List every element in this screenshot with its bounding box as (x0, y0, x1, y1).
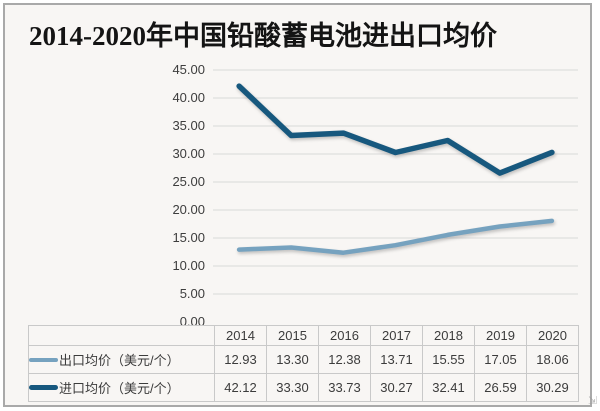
y-tick-label: 30.00 (172, 146, 205, 161)
y-tick-label: 40.00 (172, 90, 205, 105)
y-tick-label: 15.00 (172, 230, 205, 245)
year-header-cell: 2015 (266, 325, 319, 346)
export-value-cell: 12.93 (214, 345, 267, 374)
import-value-cell: 33.73 (318, 373, 371, 402)
export-line-icon (29, 357, 58, 362)
data-table: 2014 2015 2016 2017 2018 2019 2020 出口均价（… (28, 325, 579, 402)
y-tick-label: 45.00 (172, 62, 205, 77)
import-series-row: 进口均价（美元/个） 42.12 33.30 33.73 30.27 32.41… (28, 373, 579, 402)
export-value-cell: 17.05 (474, 345, 527, 374)
legend-import-label: 进口均价（美元/个） (59, 381, 180, 396)
export-value-cell: 18.06 (526, 345, 579, 374)
line-chart (213, 69, 578, 295)
resize-cursor-artifact: ⇲ (588, 395, 598, 407)
year-header-cell: 2017 (370, 325, 423, 346)
year-header-row: 2014 2015 2016 2017 2018 2019 2020 (28, 325, 579, 346)
import-value-cell: 32.41 (422, 373, 475, 402)
y-tick-label: 25.00 (172, 174, 205, 189)
legend-export-label: 出口均价（美元/个） (59, 353, 180, 368)
export-value-cell: 12.38 (318, 345, 371, 374)
import-value-cell: 26.59 (474, 373, 527, 402)
export-value-cell: 13.30 (266, 345, 319, 374)
table-corner-cell (28, 325, 215, 346)
year-header-cell: 2020 (526, 325, 579, 346)
y-tick-label: 10.00 (172, 258, 205, 273)
chart-title: 2014-2020年中国铅酸蓄电池进出口均价 (29, 21, 497, 51)
export-value-cell: 13.71 (370, 345, 423, 374)
legend-export: 出口均价（美元/个） (28, 345, 215, 374)
import-value-cell: 30.27 (370, 373, 423, 402)
year-header-cell: 2016 (318, 325, 371, 346)
legend-import: 进口均价（美元/个） (28, 373, 215, 402)
import-value-cell: 30.29 (526, 373, 579, 402)
import-line-icon (29, 385, 58, 390)
year-header-cell: 2018 (422, 325, 475, 346)
year-header-cell: 2019 (474, 325, 527, 346)
import-value-cell: 33.30 (266, 373, 319, 402)
y-tick-label: 35.00 (172, 118, 205, 133)
import-value-cell: 42.12 (214, 373, 267, 402)
y-tick-label: 20.00 (172, 202, 205, 217)
export-series-row: 出口均价（美元/个） 12.93 13.30 12.38 13.71 15.55… (28, 345, 579, 374)
y-tick-label: 5.00 (179, 286, 205, 301)
export-value-cell: 15.55 (422, 345, 475, 374)
year-header-cell: 2014 (214, 325, 267, 346)
